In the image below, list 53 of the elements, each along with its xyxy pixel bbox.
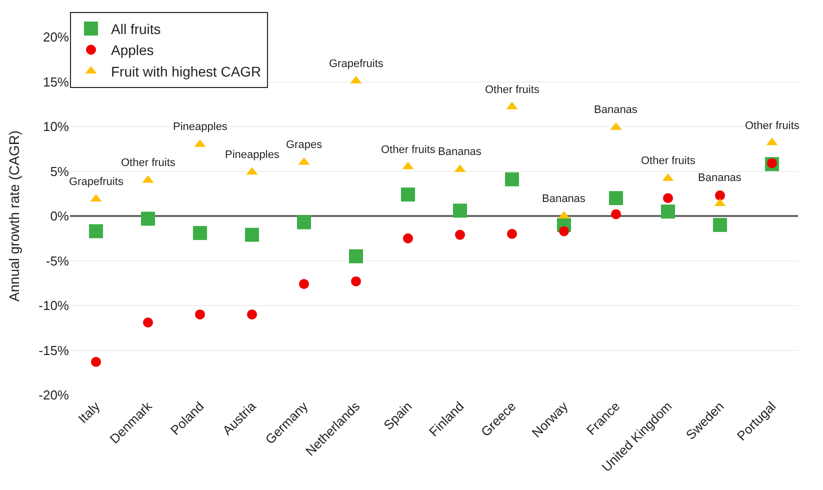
annotation: Pineapples bbox=[225, 149, 280, 161]
annotation: Other fruits bbox=[381, 144, 436, 156]
point bbox=[349, 249, 363, 264]
point bbox=[611, 209, 621, 220]
point bbox=[89, 224, 103, 238]
point bbox=[141, 212, 155, 226]
annotation: Other fruits bbox=[121, 157, 176, 169]
annotation: Grapefruits bbox=[329, 58, 384, 70]
point bbox=[403, 233, 413, 244]
y-tick-label: -5% bbox=[46, 253, 70, 268]
point bbox=[609, 191, 623, 206]
point bbox=[91, 356, 101, 367]
y-axis-title: Annual growth rate (CAGR) bbox=[6, 130, 22, 302]
point bbox=[453, 204, 467, 218]
point bbox=[401, 188, 415, 202]
y-tick-label: 20% bbox=[42, 30, 70, 45]
annotation: Bananas bbox=[594, 104, 638, 116]
point bbox=[559, 226, 569, 236]
point bbox=[661, 204, 675, 219]
point bbox=[507, 228, 517, 239]
annotation: Pineapples bbox=[173, 121, 228, 133]
x-tick-label: Italy bbox=[75, 398, 104, 426]
y-tick-label: 0% bbox=[50, 208, 70, 224]
annotation: Bananas bbox=[438, 146, 482, 158]
point bbox=[351, 276, 361, 286]
annotation: Other fruits bbox=[745, 120, 800, 132]
y-tick-label: 5% bbox=[50, 164, 70, 179]
legend-label: All fruits bbox=[111, 21, 161, 37]
point bbox=[195, 309, 205, 320]
y-tick-label: -15% bbox=[38, 342, 70, 358]
point bbox=[505, 172, 519, 186]
annotation: Grapes bbox=[286, 139, 323, 151]
point bbox=[297, 215, 311, 230]
annotation: Other fruits bbox=[641, 155, 696, 167]
point bbox=[715, 190, 725, 200]
y-tick-label: -10% bbox=[38, 298, 70, 314]
y-tick-label: -20% bbox=[38, 388, 70, 403]
annotation: Bananas bbox=[542, 193, 586, 205]
point bbox=[247, 309, 257, 320]
annotation: Other fruits bbox=[485, 84, 540, 96]
point bbox=[143, 318, 153, 328]
legend-label: Fruit with highest CAGR bbox=[111, 63, 262, 80]
point bbox=[245, 228, 259, 242]
legend-label: Apples bbox=[111, 42, 154, 58]
point bbox=[713, 218, 727, 232]
point bbox=[455, 230, 465, 240]
point bbox=[193, 226, 207, 240]
point bbox=[299, 279, 309, 290]
annotation: Grapefruits bbox=[69, 176, 124, 188]
y-tick-label: 15% bbox=[42, 74, 70, 90]
point bbox=[663, 193, 673, 204]
annotation: Bananas bbox=[698, 172, 742, 184]
y-tick-label: 10% bbox=[42, 119, 70, 134]
